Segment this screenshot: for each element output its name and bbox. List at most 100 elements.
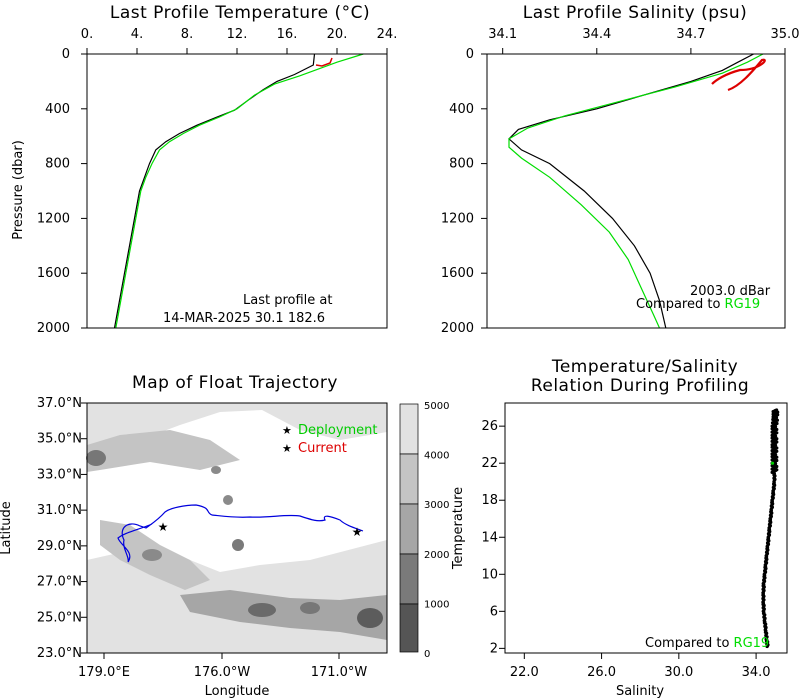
ts-y-tick-label: 26 [481,419,498,434]
temperature-series [113,53,364,329]
colorbar-tick-label: 0 [424,649,430,660]
ts-x-ticks: 22.0 26.0 30.0 34.0 [510,653,771,680]
colorbar-tick-label: 3000 [424,500,449,511]
salinity-compared-prefix: Compared to [636,297,725,312]
map-y-tick-label: 37.0°N [37,396,82,411]
temperature-y-tick-label: 800 [45,157,70,172]
salinity-reference-line [508,53,764,329]
salinity-panel: Last Profile Salinity (psu) 34.1 34.4 34.7… [441,3,800,336]
map-x-tick-label: 171.0°W [311,665,368,680]
salinity-x-tick-label: 35.0 [771,27,800,42]
temperature-x-ticks: 0. 4. 8. 12. 16. 20. 24. [81,27,397,54]
ts-x-tick-label: 34.0 [742,665,771,680]
colorbar-band-4 [399,553,419,605]
salinity-flagged-segment [711,58,766,92]
temperature-y-axis-label: Pressure (dbar) [11,140,26,240]
ts-y-tick-label: 18 [481,493,498,508]
ts-point [775,468,779,472]
seamount-3 [232,539,244,551]
bathymetry-ridge-south [180,590,387,640]
ts-point [775,421,779,426]
colorbar-tick-label: 5000 [424,401,449,412]
ts-point [775,431,779,435]
map-y-tick-label: 35.0°N [37,432,82,447]
map-y-axis-label: Latitude [0,501,14,555]
temperature-annotation-line2: 14-MAR-2025 30.1 182.6 [163,311,325,326]
ts-point [775,427,779,432]
salinity-series [508,53,766,329]
map-y-tick-label: 25.0°N [37,610,82,625]
salinity-y-tick-label: 0 [466,47,474,62]
ts-annotation-compared: Compared to RG19 [645,636,769,651]
salinity-y-tick-label: 1200 [441,211,474,226]
temperature-x-tick-label: 4. [131,27,143,42]
ts-scatter [761,408,780,649]
salinity-compared-ref: RG19 [725,297,761,312]
temperature-x-tick-label: 0. [81,27,93,42]
temperature-annotation-line1: Last profile at [243,293,332,308]
colorbar-band-5 [399,603,419,653]
map-y-ticks: 37.0°N 35.0°N 33.0°N 31.0°N 29.0°N 27.0°N 25.0… [37,396,87,661]
salinity-annotation-compared: Compared to RG19 [636,297,760,312]
ts-x-tick-label: 22.0 [510,665,539,680]
ts-title-line1: Temperature/Salinity [551,357,738,377]
temperature-y-tick-label: 2000 [37,321,70,336]
salinity-x-tick-label: 34.1 [488,27,517,42]
temperature-reference-line [115,53,364,329]
ts-point [775,408,779,412]
seamount-5 [300,602,320,614]
temperature-title: Last Profile Temperature (°C) [110,3,370,23]
temperature-y-ticks: 0 400 800 1200 1600 2000 [37,47,87,336]
ts-plot-frame [504,402,788,654]
seamount-1 [86,450,106,466]
ts-panel: Temperature/Salinity Relation During Pro… [451,357,788,699]
salinity-annotation-depth: 2003.0 dBar [690,284,771,299]
temperature-x-tick-label: 20. [327,27,348,42]
seamount-8 [211,466,221,474]
colorbar-band-1 [399,403,419,455]
seamount-6 [357,608,383,628]
salinity-y-tick-label: 2000 [441,321,474,336]
seamount-2 [142,549,162,561]
temperature-panel: Last Profile Temperature (°C) 0. 4. 8. 12. 1… [11,3,397,336]
bathymetry [86,403,387,653]
seamount-4 [248,603,276,617]
ts-x-tick-label: 30.0 [664,665,693,680]
map-x-ticks: 179.0°E 176.0°W 171.0°W [78,653,367,680]
colorbar-band-3 [399,503,419,555]
temperature-plot-frame [86,53,388,329]
salinity-x-tick-label: 34.7 [676,27,705,42]
map-frame [86,402,388,654]
bathymetry-mid-north [87,430,240,472]
salinity-plot-frame [486,53,786,329]
colorbar: 5000 4000 3000 2000 1000 0 [399,401,449,660]
ts-point [775,464,779,469]
salinity-x-tick-label: 34.4 [582,27,611,42]
ts-y-tick-label: 2 [490,641,498,656]
map-y-tick-label: 27.0°N [37,575,82,590]
map-y-tick-label: 23.0°N [37,646,82,661]
ts-compared-prefix: Compared to [645,636,734,651]
legend-current-star: ★ [282,442,292,455]
ts-point [775,437,779,441]
map-x-tick-label: 179.0°E [78,665,130,680]
ts-y-axis-label: Temperature [451,487,466,570]
temperature-profile-line [113,53,316,329]
colorbar-ticks: 5000 4000 3000 2000 1000 0 [424,401,449,660]
ts-point [775,455,779,459]
ts-reference-point [770,461,775,465]
salinity-title: Last Profile Salinity (psu) [523,3,748,23]
ts-point [775,458,779,463]
colorbar-band-2 [399,453,419,505]
ts-y-tick-label: 14 [481,530,498,545]
salinity-y-tick-label: 1600 [441,266,474,281]
map-x-tick-label: 176.0°W [194,665,251,680]
colorbar-tick-label: 2000 [424,550,449,561]
temperature-x-tick-label: 16. [277,27,298,42]
salinity-y-tick-label: 400 [449,102,474,117]
float-trajectory [117,504,364,563]
colorbar-tick-label: 4000 [424,451,449,462]
seamount-7 [223,495,233,505]
legend-current-label: Current [298,441,347,456]
temperature-y-tick-label: 0 [62,47,70,62]
